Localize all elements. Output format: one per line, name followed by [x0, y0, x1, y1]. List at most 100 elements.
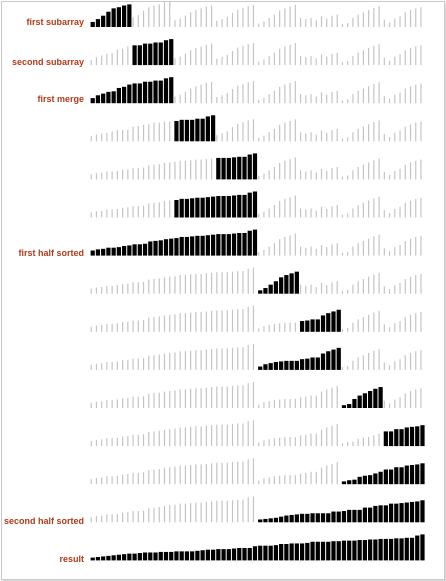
inactive-bar — [101, 477, 103, 485]
inactive-bar — [158, 354, 160, 370]
inactive-bar — [216, 58, 218, 66]
inactive-bar — [242, 271, 244, 294]
active-bar — [252, 229, 258, 256]
inactive-bar — [310, 208, 312, 218]
inactive-bar — [205, 82, 207, 104]
inactive-bar — [258, 214, 260, 218]
active-bar — [315, 319, 320, 332]
active-bar — [415, 501, 420, 523]
active-bar — [326, 513, 331, 523]
inactive-bar — [368, 437, 370, 447]
inactive-bar — [310, 17, 312, 27]
active-bar — [231, 548, 237, 561]
inactive-bar — [268, 477, 270, 485]
inactive-bar — [258, 252, 260, 256]
active-bar — [404, 427, 409, 447]
active-bar — [305, 513, 310, 523]
active-bar — [179, 236, 184, 256]
inactive-bar — [331, 15, 333, 27]
inactive-bar — [90, 402, 92, 408]
inactive-bar — [331, 130, 333, 142]
inactive-bar — [169, 467, 171, 485]
active-bar — [148, 43, 153, 66]
inactive-bar — [373, 236, 375, 256]
inactive-bar — [174, 314, 176, 332]
inactive-bar — [273, 476, 275, 485]
inactive-bar — [357, 319, 359, 332]
inactive-bar — [127, 512, 129, 523]
active-bar — [179, 119, 184, 142]
inactive-bar — [404, 279, 406, 294]
active-bar — [231, 195, 237, 218]
inactive-bar — [111, 285, 113, 294]
inactive-bar — [184, 160, 187, 180]
inactive-bar — [210, 348, 213, 370]
inactive-bar — [268, 170, 270, 180]
inactive-bar — [242, 499, 244, 523]
inactive-bar — [326, 465, 328, 485]
inactive-bar — [299, 435, 302, 447]
inactive-bar — [409, 124, 412, 142]
active-bar — [258, 366, 263, 370]
inactive-bar — [336, 424, 338, 447]
inactive-bar — [142, 205, 145, 218]
inactive-bar — [153, 279, 155, 294]
inactive-bar — [415, 160, 417, 180]
inactive-bar — [378, 196, 380, 218]
inactive-bar — [399, 206, 401, 218]
step-row — [90, 534, 425, 561]
inactive-bar — [305, 95, 307, 104]
inactive-bar — [404, 317, 406, 332]
inactive-bar — [179, 275, 181, 294]
inactive-bar — [357, 438, 359, 447]
inactive-bar — [284, 122, 286, 142]
inactive-bar — [174, 58, 176, 66]
active-bar — [153, 240, 158, 256]
inactive-bar — [190, 50, 192, 66]
active-bar — [106, 11, 111, 27]
active-bar — [331, 511, 336, 523]
inactive-bar — [305, 247, 307, 256]
inactive-bar — [226, 348, 228, 370]
inactive-bar — [127, 435, 129, 447]
active-bar — [163, 551, 169, 561]
active-bar — [195, 118, 200, 142]
inactive-bar — [205, 273, 207, 294]
inactive-bar — [210, 43, 213, 66]
inactive-bar — [373, 122, 375, 142]
inactive-bar — [237, 123, 239, 142]
inactive-bar — [190, 426, 192, 447]
active-bar — [310, 319, 315, 332]
inactive-bar — [247, 383, 249, 408]
inactive-bar — [341, 176, 344, 180]
active-bar — [263, 545, 268, 561]
inactive-bar — [116, 285, 118, 294]
inactive-bar — [237, 423, 239, 447]
inactive-bar — [409, 352, 412, 370]
inactive-bar — [420, 350, 422, 370]
active-bar — [242, 547, 247, 561]
inactive-bar — [137, 15, 139, 27]
step-row — [90, 39, 422, 66]
inactive-bar — [122, 284, 124, 294]
inactive-bar — [352, 17, 354, 27]
inactive-bar — [231, 271, 234, 294]
inactive-bar — [132, 472, 134, 485]
inactive-bar — [294, 437, 296, 447]
inactive-bar — [362, 240, 364, 256]
active-bar — [320, 353, 326, 370]
active-bar — [127, 84, 132, 104]
active-bar — [336, 541, 341, 561]
inactive-bar — [242, 423, 244, 447]
inactive-bar — [378, 272, 380, 294]
inactive-bar — [137, 320, 139, 332]
inactive-bar — [373, 312, 375, 332]
inactive-bar — [341, 443, 344, 447]
active-bar — [352, 398, 357, 408]
inactive-bar — [252, 496, 255, 523]
inactive-bar — [158, 507, 160, 523]
inactive-bar — [326, 170, 328, 180]
active-bar — [101, 15, 106, 27]
inactive-bar — [122, 398, 124, 408]
inactive-bar — [268, 439, 270, 447]
